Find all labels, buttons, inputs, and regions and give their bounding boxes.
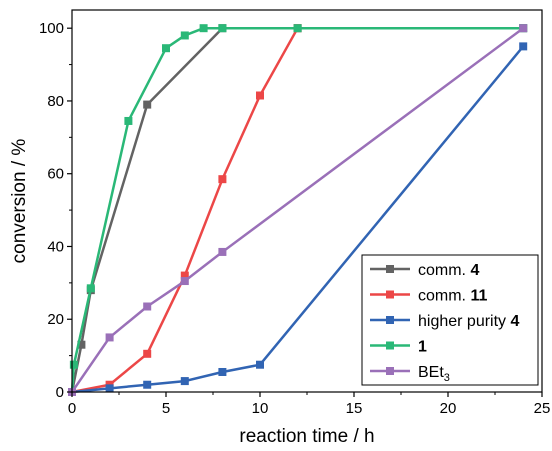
- data-point: [256, 91, 264, 100]
- data-point: [293, 24, 302, 33]
- data-point: [180, 377, 189, 386]
- series-line: [70, 26, 524, 393]
- x-tick-label: 15: [346, 400, 363, 417]
- data-point: [105, 384, 114, 393]
- legend-label-part: comm.: [418, 262, 470, 279]
- x-tick-label: 0: [68, 400, 76, 417]
- x-tick-label: 20: [440, 400, 457, 417]
- data-point: [143, 380, 152, 389]
- data-point: [143, 100, 152, 109]
- legend-marker: [386, 367, 394, 375]
- legend-marker: [386, 265, 394, 273]
- data-point: [218, 247, 227, 256]
- legend-label-part: 4: [470, 262, 479, 279]
- y-tick-label: 20: [47, 311, 64, 328]
- data-point: [180, 271, 189, 280]
- data-point: [86, 284, 95, 293]
- data-point: [180, 31, 189, 40]
- y-tick-label: 100: [39, 20, 64, 37]
- data-point: [180, 277, 189, 286]
- legend-item: comm. 11: [370, 288, 487, 305]
- y-tick-label: 0: [56, 384, 64, 401]
- legend-label: comm. 11: [418, 288, 487, 305]
- data-point: [143, 302, 152, 311]
- data-point: [519, 24, 528, 33]
- data-point: [519, 42, 528, 51]
- x-tick-label: 25: [534, 400, 551, 417]
- legend-label-part: higher purity: [418, 313, 511, 330]
- legend-label-part: BEt: [418, 364, 444, 381]
- legend-label-part: comm.: [418, 288, 470, 305]
- data-point: [199, 24, 208, 33]
- data-point: [105, 333, 114, 342]
- x-tick-label: 10: [252, 400, 269, 417]
- ticks-layer: 0 5 10 15 20 25 0 20 40 60 80 100: [39, 20, 550, 417]
- series-line: [70, 27, 524, 393]
- y-axis-title: conversion / %: [9, 139, 30, 264]
- data-point: [69, 360, 78, 369]
- data-point: [77, 340, 86, 349]
- series-1: [68, 24, 302, 396]
- legend-item: 1: [370, 339, 427, 356]
- data-point: [143, 349, 152, 358]
- legend-marker: [386, 316, 394, 324]
- x-axis-title: reaction time / h: [239, 426, 374, 447]
- data-point: [218, 24, 227, 33]
- legend-marker: [386, 341, 394, 350]
- legend-label: higher purity 4: [418, 313, 520, 330]
- legend-item: higher purity 4: [370, 313, 520, 330]
- legend-item: BEt3: [370, 364, 450, 384]
- y-tick-label: 40: [47, 238, 64, 255]
- y-tick-label: 80: [47, 93, 64, 110]
- data-point: [162, 44, 170, 53]
- legend-label-part: 1: [418, 339, 427, 356]
- legend-label: comm. 4: [418, 262, 479, 279]
- data-point: [218, 175, 227, 184]
- y-tick-label: 60: [47, 166, 64, 183]
- legend-label-part: 4: [511, 313, 520, 330]
- legend-label: 1: [418, 339, 427, 356]
- legend-label-part: 3: [444, 372, 450, 384]
- legend-item: comm. 4: [370, 262, 479, 279]
- data-point: [218, 367, 227, 376]
- legend-label: BEt3: [418, 364, 450, 384]
- data-point: [256, 360, 264, 369]
- data-point: [124, 116, 133, 125]
- legend-marker: [386, 290, 394, 299]
- x-tick-label: 5: [162, 400, 170, 417]
- legend-label-part: 11: [470, 288, 487, 305]
